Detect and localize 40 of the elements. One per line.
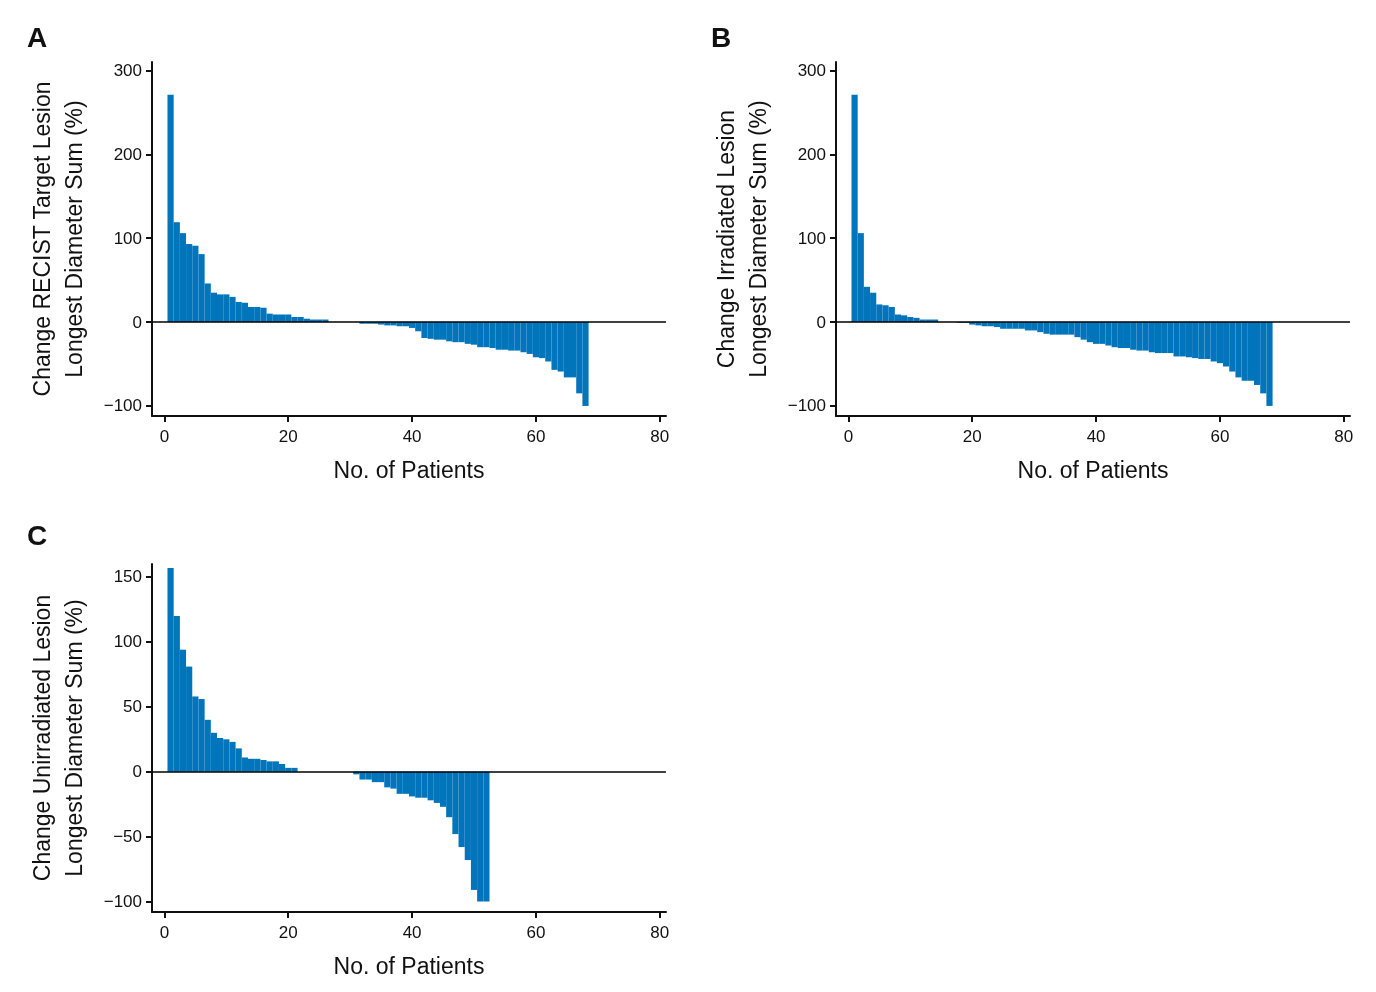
y-tick-label: 0 <box>132 762 142 782</box>
y-tick-label: 50 <box>123 697 142 717</box>
x-tick-label: 40 <box>1086 427 1106 446</box>
x-tick-label: 0 <box>159 427 170 446</box>
y-tick-label: −100 <box>103 396 142 416</box>
y-tick-label: 100 <box>797 228 826 248</box>
y-tick-label: −100 <box>787 396 826 416</box>
x-tick-label: 80 <box>650 923 670 942</box>
y-tick-label: 200 <box>797 144 826 164</box>
y-tick-label: 0 <box>816 312 826 332</box>
chart-title: A <box>27 21 48 53</box>
x-tick-label: 0 <box>843 427 854 446</box>
chart-title: B <box>711 21 732 53</box>
x-axis-title: No. of Patients <box>1017 456 1169 483</box>
chart-title: C <box>27 519 48 551</box>
y-tick-label: 200 <box>113 144 142 164</box>
y-tick-label: 300 <box>797 60 826 80</box>
x-tick-label: 80 <box>1334 427 1354 446</box>
y-tick-label: 0 <box>132 312 142 332</box>
y-tick-label: −100 <box>103 892 142 912</box>
y-axis-title: Change Irradiated Lesion Longest Diameter Sum (%) <box>713 100 771 378</box>
y-tick-label: 150 <box>113 567 142 587</box>
x-tick-label: 80 <box>650 427 670 446</box>
x-axis-title: No. of Patients <box>333 952 485 979</box>
x-tick-label: 40 <box>402 427 422 446</box>
y-tick-label: −50 <box>113 827 142 847</box>
x-tick-label: 40 <box>402 923 422 942</box>
y-tick-label: 100 <box>113 228 142 248</box>
y-tick-label: 300 <box>113 60 142 80</box>
x-tick-label: 60 <box>526 923 546 942</box>
x-tick-label: 20 <box>278 923 298 942</box>
x-tick-label: 20 <box>962 427 982 446</box>
x-tick-label: 60 <box>1210 427 1230 446</box>
x-tick-label: 60 <box>526 427 546 446</box>
y-tick-label: 100 <box>113 632 142 652</box>
x-tick-label: 20 <box>278 427 298 446</box>
x-tick-label: 0 <box>159 923 170 942</box>
y-axis-title: Change Unirradiated Lesion Longest Diameter Sum (%) <box>29 594 87 882</box>
x-axis-title: No. of Patients <box>333 456 485 483</box>
y-axis-title: Change RECIST Target Lesion Longest Diameter Sum (%) <box>29 81 87 397</box>
